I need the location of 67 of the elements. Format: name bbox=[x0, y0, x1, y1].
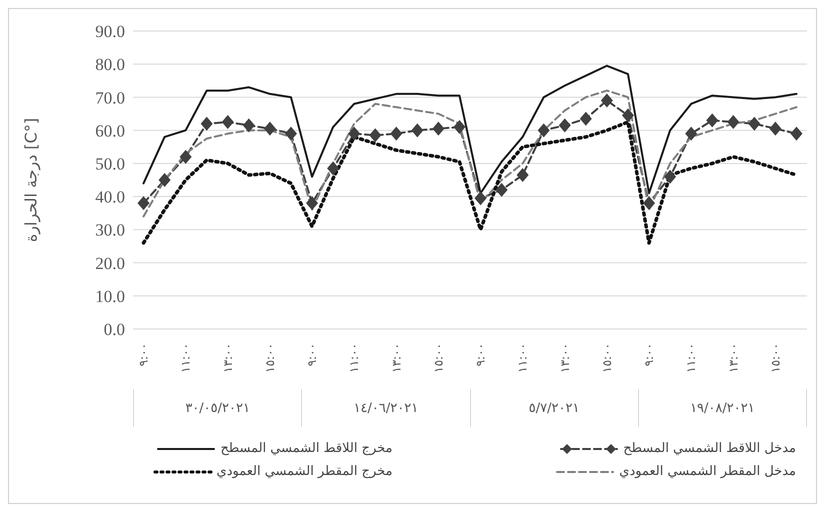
point bbox=[727, 115, 740, 130]
point bbox=[453, 120, 466, 134]
point bbox=[411, 123, 424, 138]
y-tick-label: 20.0 bbox=[95, 254, 125, 273]
y-tick-label: 40.0 bbox=[95, 188, 125, 207]
y-tick-label: 90.0 bbox=[95, 22, 125, 42]
point bbox=[538, 123, 550, 138]
y-tick-label: 0.0 bbox=[104, 320, 125, 340]
x-tick-label: ١٣:٠٠ bbox=[220, 343, 235, 373]
point bbox=[222, 115, 234, 130]
point bbox=[474, 191, 487, 206]
point bbox=[348, 126, 360, 141]
point bbox=[264, 122, 276, 136]
x-tick-label: ٩:٠٠ bbox=[136, 343, 151, 366]
point bbox=[432, 122, 444, 136]
point bbox=[369, 128, 382, 142]
point bbox=[600, 94, 613, 108]
x-tick-label: ١١:٠٠ bbox=[516, 343, 530, 373]
point bbox=[200, 116, 213, 131]
y-axis-title: درجة الحرارة [C°] bbox=[22, 118, 41, 242]
point bbox=[496, 182, 508, 197]
point bbox=[748, 116, 760, 131]
point bbox=[706, 113, 718, 128]
x-tick-label: ١١:٠٠ bbox=[347, 343, 362, 373]
x-tick-label: ٩:٠٠ bbox=[474, 343, 488, 366]
legend-label: مخرج المقطر الشمسي العمودي bbox=[216, 464, 392, 479]
point bbox=[664, 170, 676, 184]
x-tick-label: ١٥:٠٠ bbox=[431, 343, 446, 373]
text: ١٤/٠٦/٢٠٢١ bbox=[301, 389, 470, 427]
x-tick-label: ١٥:٠٠ bbox=[768, 343, 782, 373]
point bbox=[284, 126, 297, 141]
y-tick-label: 60.0 bbox=[95, 121, 125, 140]
x-tick-label: ١٣:٠٠ bbox=[726, 343, 740, 373]
point bbox=[158, 173, 171, 187]
text: ٣٠/٠٥/٢٠٢١ bbox=[133, 389, 302, 427]
x-tick-label: ٩:٠٠ bbox=[305, 343, 320, 366]
legend-label: مخرج اللاقط الشمسي المسطح bbox=[220, 441, 392, 456]
x-tick-label: ١١:٠٠ bbox=[178, 343, 193, 373]
x-tick-label: ٩:٠٠ bbox=[642, 343, 656, 366]
point bbox=[622, 108, 634, 122]
point bbox=[327, 161, 340, 176]
y-tick-label: 70.0 bbox=[95, 88, 125, 108]
text: ١٩/٠٨/٢٠٢١ bbox=[638, 389, 807, 427]
x-tick-label: ١٥:٠٠ bbox=[262, 343, 277, 373]
x-tick-label: ١٣:٠٠ bbox=[558, 343, 572, 373]
point bbox=[558, 118, 571, 132]
y-tick-label: 50.0 bbox=[95, 154, 125, 174]
point bbox=[242, 118, 255, 132]
point bbox=[516, 168, 529, 182]
point bbox=[390, 126, 402, 141]
legend-label: مدخل المقطر الشمسي العمودي bbox=[619, 464, 796, 479]
point bbox=[685, 126, 698, 141]
point bbox=[138, 196, 150, 210]
y-tick-label: 30.0 bbox=[95, 220, 125, 240]
point bbox=[306, 196, 318, 210]
point bbox=[580, 112, 592, 126]
y-tick-label: 10.0 bbox=[95, 286, 125, 306]
point bbox=[790, 126, 802, 141]
x-tick-label: ١٥:٠٠ bbox=[600, 343, 614, 373]
point bbox=[643, 196, 656, 210]
x-tick-label: ١٣:٠٠ bbox=[389, 343, 404, 373]
point bbox=[769, 122, 782, 136]
point bbox=[180, 150, 192, 164]
y-tick-label: 80.0 bbox=[95, 55, 125, 74]
legend-label: مدخل اللاقط الشمسي المسطح bbox=[623, 441, 796, 456]
x-tick-label: ١١:٠٠ bbox=[684, 343, 698, 373]
text: ٥/٧/٢٠٢١ bbox=[470, 389, 638, 427]
